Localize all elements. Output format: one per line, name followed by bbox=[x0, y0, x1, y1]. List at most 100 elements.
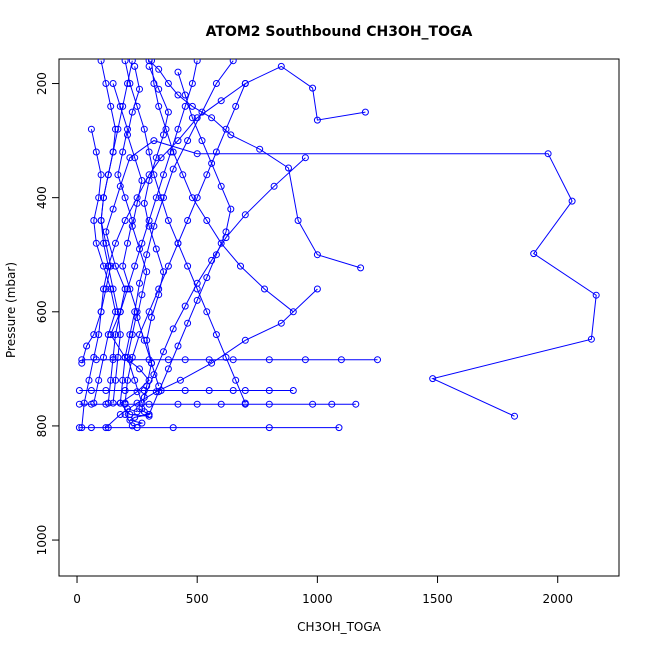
data-point bbox=[164, 262, 172, 270]
data-point bbox=[92, 148, 100, 156]
series-line bbox=[126, 66, 153, 409]
data-point bbox=[181, 91, 189, 99]
data-point bbox=[313, 285, 321, 293]
data-point bbox=[277, 319, 285, 327]
data-point bbox=[100, 262, 107, 270]
data-point bbox=[95, 194, 103, 202]
data-point bbox=[568, 197, 576, 205]
x-axis-label: CH3OH_TOGA bbox=[297, 620, 382, 634]
data-point bbox=[328, 400, 336, 408]
data-point bbox=[136, 85, 143, 93]
data-point bbox=[136, 365, 143, 373]
data-point bbox=[184, 137, 192, 145]
data-point bbox=[587, 335, 595, 343]
data-point bbox=[188, 80, 196, 87]
y-tick-label: 800 bbox=[35, 414, 49, 437]
data-point bbox=[181, 102, 189, 110]
data-point bbox=[232, 376, 240, 384]
data-point bbox=[217, 182, 225, 190]
data-point bbox=[102, 228, 110, 236]
data-point bbox=[97, 59, 105, 65]
data-point bbox=[112, 308, 119, 316]
data-point bbox=[124, 239, 131, 247]
data-point bbox=[205, 387, 213, 394]
data-point bbox=[229, 387, 237, 394]
data-point bbox=[90, 353, 98, 361]
data-point bbox=[174, 125, 182, 133]
data-point bbox=[92, 239, 100, 247]
data-point bbox=[104, 424, 112, 432]
data-point bbox=[78, 424, 86, 432]
data-point bbox=[265, 400, 273, 408]
data-point bbox=[143, 268, 151, 276]
x-tick-label: 0 bbox=[73, 592, 81, 606]
data-point bbox=[83, 342, 91, 350]
data-point bbox=[85, 376, 93, 384]
data-point bbox=[97, 217, 105, 224]
data-point bbox=[102, 80, 110, 87]
data-point bbox=[95, 331, 103, 339]
data-point bbox=[301, 356, 309, 364]
data-point bbox=[128, 331, 136, 339]
data-point bbox=[155, 291, 163, 299]
data-point bbox=[544, 150, 552, 158]
data-point bbox=[174, 68, 182, 76]
data-point bbox=[104, 399, 112, 407]
data-point bbox=[112, 262, 119, 270]
data-point bbox=[116, 399, 124, 407]
data-point bbox=[160, 268, 167, 276]
data-point bbox=[155, 102, 163, 110]
data-point bbox=[87, 424, 95, 432]
data-point bbox=[143, 336, 151, 344]
data-point bbox=[104, 171, 112, 179]
data-point bbox=[193, 296, 201, 304]
data-point bbox=[119, 262, 127, 270]
data-point bbox=[193, 279, 201, 287]
data-point bbox=[100, 353, 107, 361]
data-point bbox=[179, 171, 187, 179]
data-point bbox=[107, 102, 115, 110]
data-point bbox=[155, 85, 163, 93]
data-point bbox=[174, 400, 182, 408]
y-tick-label: 200 bbox=[35, 72, 49, 95]
data-point bbox=[150, 222, 158, 230]
data-point bbox=[232, 102, 240, 110]
data-point bbox=[241, 387, 249, 394]
data-point bbox=[152, 154, 160, 162]
data-point bbox=[184, 319, 192, 327]
data-point bbox=[138, 399, 146, 407]
data-point bbox=[212, 148, 220, 156]
data-point bbox=[138, 291, 146, 299]
data-point bbox=[112, 376, 119, 384]
data-point bbox=[152, 388, 160, 396]
data-point bbox=[169, 148, 177, 156]
data-point bbox=[100, 194, 107, 202]
data-point bbox=[277, 62, 285, 70]
data-point bbox=[90, 217, 98, 224]
data-point bbox=[107, 262, 115, 270]
data-point bbox=[145, 177, 153, 184]
data-point bbox=[124, 125, 131, 133]
data-point bbox=[112, 331, 119, 339]
data-point bbox=[114, 125, 122, 133]
data-point bbox=[75, 424, 83, 432]
data-point bbox=[150, 137, 158, 145]
data-point bbox=[294, 217, 302, 224]
data-point bbox=[133, 408, 141, 416]
data-point bbox=[102, 285, 110, 293]
data-point bbox=[131, 308, 139, 316]
data-point bbox=[114, 171, 122, 179]
data-point bbox=[128, 217, 136, 224]
series-line bbox=[107, 60, 198, 404]
data-point bbox=[241, 399, 249, 407]
data-point bbox=[188, 194, 196, 202]
data-point bbox=[193, 59, 201, 65]
data-point bbox=[592, 291, 600, 299]
data-point bbox=[164, 108, 172, 116]
plot-frame bbox=[58, 58, 620, 577]
data-point bbox=[126, 285, 134, 293]
data-point bbox=[121, 353, 129, 361]
data-point bbox=[136, 279, 143, 287]
data-point bbox=[160, 131, 167, 139]
data-point bbox=[188, 102, 196, 110]
